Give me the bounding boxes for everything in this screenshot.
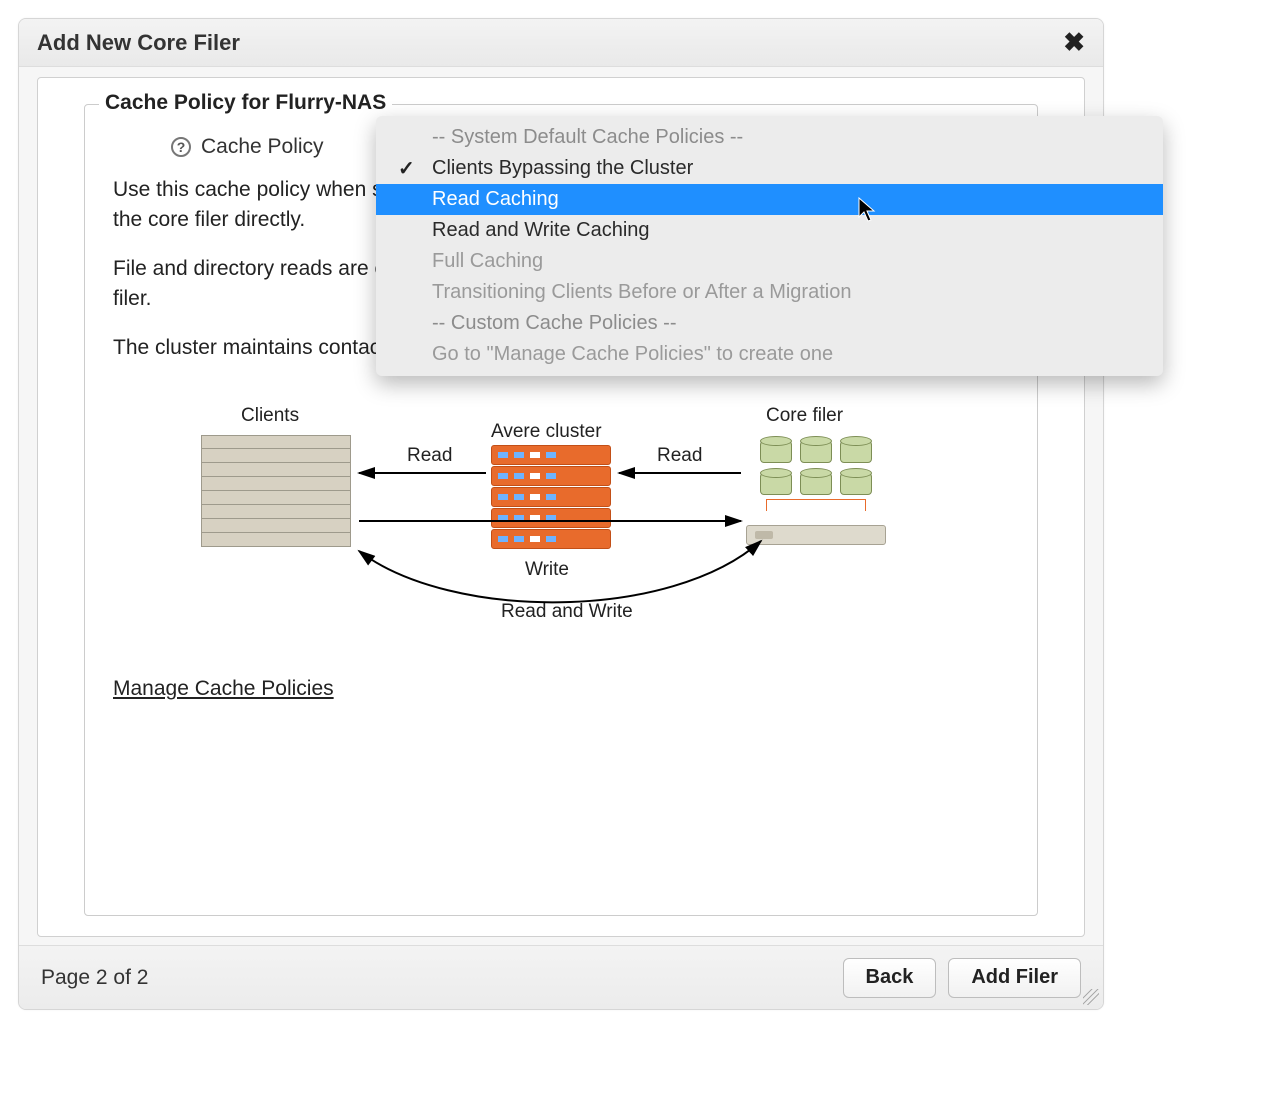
dropdown-item: -- Custom Cache Policies -- — [376, 308, 1163, 339]
back-button[interactable]: Back — [843, 958, 937, 998]
dropdown-item: -- System Default Cache Policies -- — [376, 122, 1163, 153]
footer-buttons: Back Add Filer — [843, 958, 1081, 998]
dialog-header: Add New Core Filer ✖ — [19, 19, 1103, 67]
diagram-readwrite-label: Read and Write — [501, 601, 633, 623]
cache-policy-label: Cache Policy — [201, 135, 324, 159]
dialog-footer: Page 2 of 2 Back Add Filer — [19, 945, 1103, 1009]
manage-cache-policies-link[interactable]: Manage Cache Policies — [113, 677, 334, 701]
help-icon[interactable]: ? — [171, 137, 191, 157]
diagram-cluster-label: Avere cluster — [491, 421, 602, 443]
dropdown-item[interactable]: Clients Bypassing the Cluster — [376, 153, 1163, 184]
diagram-write-label: Write — [525, 559, 569, 581]
diagram-clients-label: Clients — [241, 405, 299, 427]
add-filer-button[interactable]: Add Filer — [948, 958, 1081, 998]
avere-cluster-icon — [491, 445, 611, 550]
diagram-read-left-label: Read — [407, 445, 452, 467]
page-indicator: Page 2 of 2 — [41, 966, 148, 990]
close-icon[interactable]: ✖ — [1063, 27, 1085, 58]
dropdown-item[interactable]: Read and Write Caching — [376, 215, 1163, 246]
dropdown-item: Full Caching — [376, 246, 1163, 277]
fieldset-legend: Cache Policy for Flurry-NAS — [99, 91, 392, 115]
diagram-corefiler-label: Core filer — [766, 405, 843, 427]
cache-policy-dropdown[interactable]: -- System Default Cache Policies --Clien… — [376, 116, 1163, 376]
dialog-title: Add New Core Filer — [37, 30, 240, 56]
dropdown-item: Transitioning Clients Before or After a … — [376, 277, 1163, 308]
cache-policy-diagram: Clients Avere cluster Core filer Read Re… — [201, 391, 921, 651]
dropdown-item: Go to "Manage Cache Policies" to create … — [376, 339, 1163, 370]
dropdown-item[interactable]: Read Caching — [376, 184, 1163, 215]
clients-icon — [201, 435, 351, 547]
diagram-read-right-label: Read — [657, 445, 702, 467]
core-filer-icon — [746, 439, 886, 545]
resize-grip-icon[interactable] — [1083, 989, 1099, 1005]
